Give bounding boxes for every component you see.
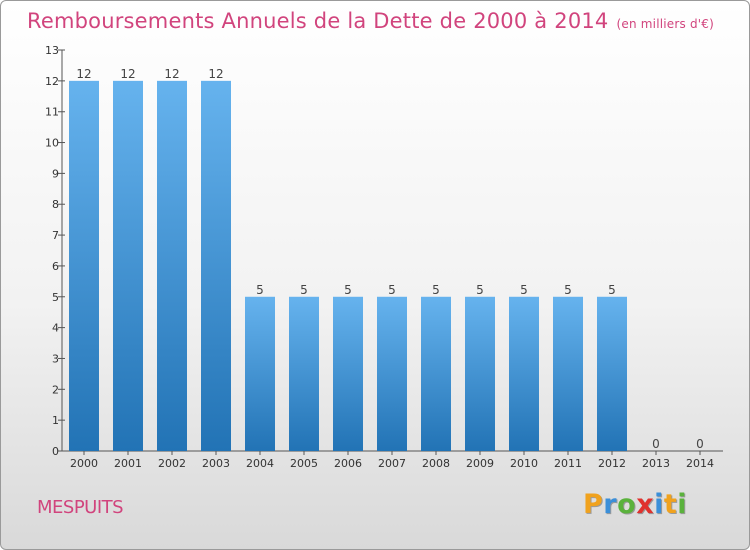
y-tick-label: 9 xyxy=(52,167,59,180)
logo-letter: o xyxy=(617,489,637,520)
logo-letter: i xyxy=(654,489,664,520)
y-tick-label: 5 xyxy=(52,291,59,304)
y-tick-label: 6 xyxy=(52,260,59,273)
x-tick-label: 2004 xyxy=(246,457,274,470)
bar xyxy=(289,296,319,451)
bar xyxy=(333,296,363,451)
x-tick-label: 2006 xyxy=(334,457,362,470)
chart-unit: (en milliers d'€) xyxy=(616,17,715,31)
data-label: 0 xyxy=(696,437,704,451)
bar xyxy=(421,296,451,451)
y-tick-label: 8 xyxy=(52,198,59,211)
logo-letter: t xyxy=(663,489,678,520)
y-tick-label: 2 xyxy=(52,383,59,396)
data-label: 12 xyxy=(164,67,179,81)
x-tick-label: 2001 xyxy=(114,457,142,470)
x-tick-label: 2014 xyxy=(686,457,714,470)
bar xyxy=(465,296,495,451)
x-tick-label: 2005 xyxy=(290,457,318,470)
x-tick-label: 2000 xyxy=(70,457,98,470)
y-tick-label: 0 xyxy=(52,445,59,458)
bar xyxy=(245,296,275,451)
y-tick-label: 12 xyxy=(45,75,59,88)
x-tick-label: 2008 xyxy=(422,457,450,470)
data-label: 5 xyxy=(564,283,572,297)
y-tick-label: 3 xyxy=(52,352,59,365)
logo-letter: x xyxy=(636,489,655,520)
chart-title: Remboursements Annuels de la Dette de 20… xyxy=(27,9,714,33)
x-tick-label: 2012 xyxy=(598,457,626,470)
y-tick-label: 10 xyxy=(45,137,59,150)
bar xyxy=(69,80,99,451)
bar xyxy=(157,80,187,451)
x-tick-label: 2011 xyxy=(554,457,582,470)
x-tick-label: 2009 xyxy=(466,457,494,470)
y-tick-label: 13 xyxy=(45,44,59,57)
data-label: 5 xyxy=(432,283,440,297)
commune-name: MESPUITS xyxy=(37,497,124,518)
bar xyxy=(201,80,231,451)
y-tick-label: 7 xyxy=(52,229,59,242)
data-label: 0 xyxy=(652,437,660,451)
data-label: 12 xyxy=(76,67,91,81)
x-tick-label: 2002 xyxy=(158,457,186,470)
bar xyxy=(597,296,627,451)
proxiti-logo: Proxiti xyxy=(583,489,687,520)
data-label: 5 xyxy=(344,283,352,297)
logo-letter: i xyxy=(677,489,688,520)
logo-letter: r xyxy=(603,489,618,520)
y-tick-label: 11 xyxy=(45,106,59,119)
x-tick-label: 2013 xyxy=(642,457,670,470)
x-tick-label: 2003 xyxy=(202,457,230,470)
data-label: 5 xyxy=(608,283,616,297)
bar xyxy=(113,80,143,451)
data-label: 5 xyxy=(256,283,264,297)
data-label: 5 xyxy=(388,283,396,297)
bar xyxy=(377,296,407,451)
y-tick-label: 4 xyxy=(52,322,59,335)
data-label: 12 xyxy=(120,67,135,81)
x-tick-label: 2010 xyxy=(510,457,538,470)
chart-title-text: Remboursements Annuels de la Dette de 20… xyxy=(27,9,609,33)
data-label: 5 xyxy=(520,283,528,297)
y-tick-label: 1 xyxy=(52,414,59,427)
x-tick-label: 2007 xyxy=(378,457,406,470)
data-label: 5 xyxy=(300,283,308,297)
data-label: 5 xyxy=(476,283,484,297)
bar xyxy=(553,296,583,451)
data-label: 12 xyxy=(208,67,223,81)
bar xyxy=(509,296,539,451)
logo-letter: P xyxy=(583,489,604,520)
